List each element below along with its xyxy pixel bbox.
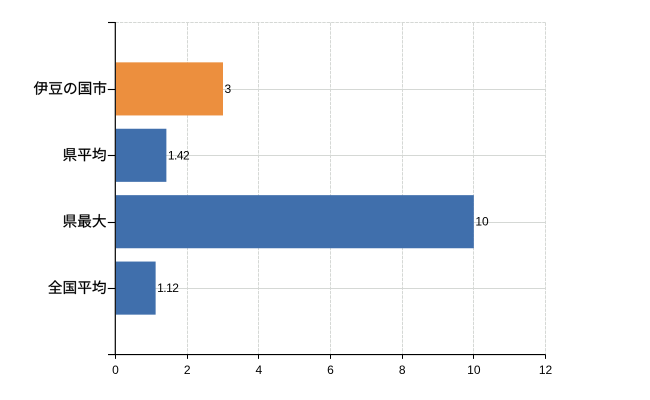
svg-text:3: 3 bbox=[225, 82, 232, 96]
svg-text:0: 0 bbox=[112, 363, 119, 377]
svg-text:10: 10 bbox=[467, 363, 481, 377]
svg-text:10: 10 bbox=[475, 215, 489, 229]
svg-text:1.12: 1.12 bbox=[157, 281, 179, 295]
svg-text:6: 6 bbox=[327, 363, 334, 377]
svg-text:12: 12 bbox=[539, 363, 553, 377]
svg-text:2: 2 bbox=[184, 363, 191, 377]
svg-text:8: 8 bbox=[399, 363, 406, 377]
svg-text:4: 4 bbox=[255, 363, 262, 377]
svg-text:1.42: 1.42 bbox=[168, 148, 190, 162]
